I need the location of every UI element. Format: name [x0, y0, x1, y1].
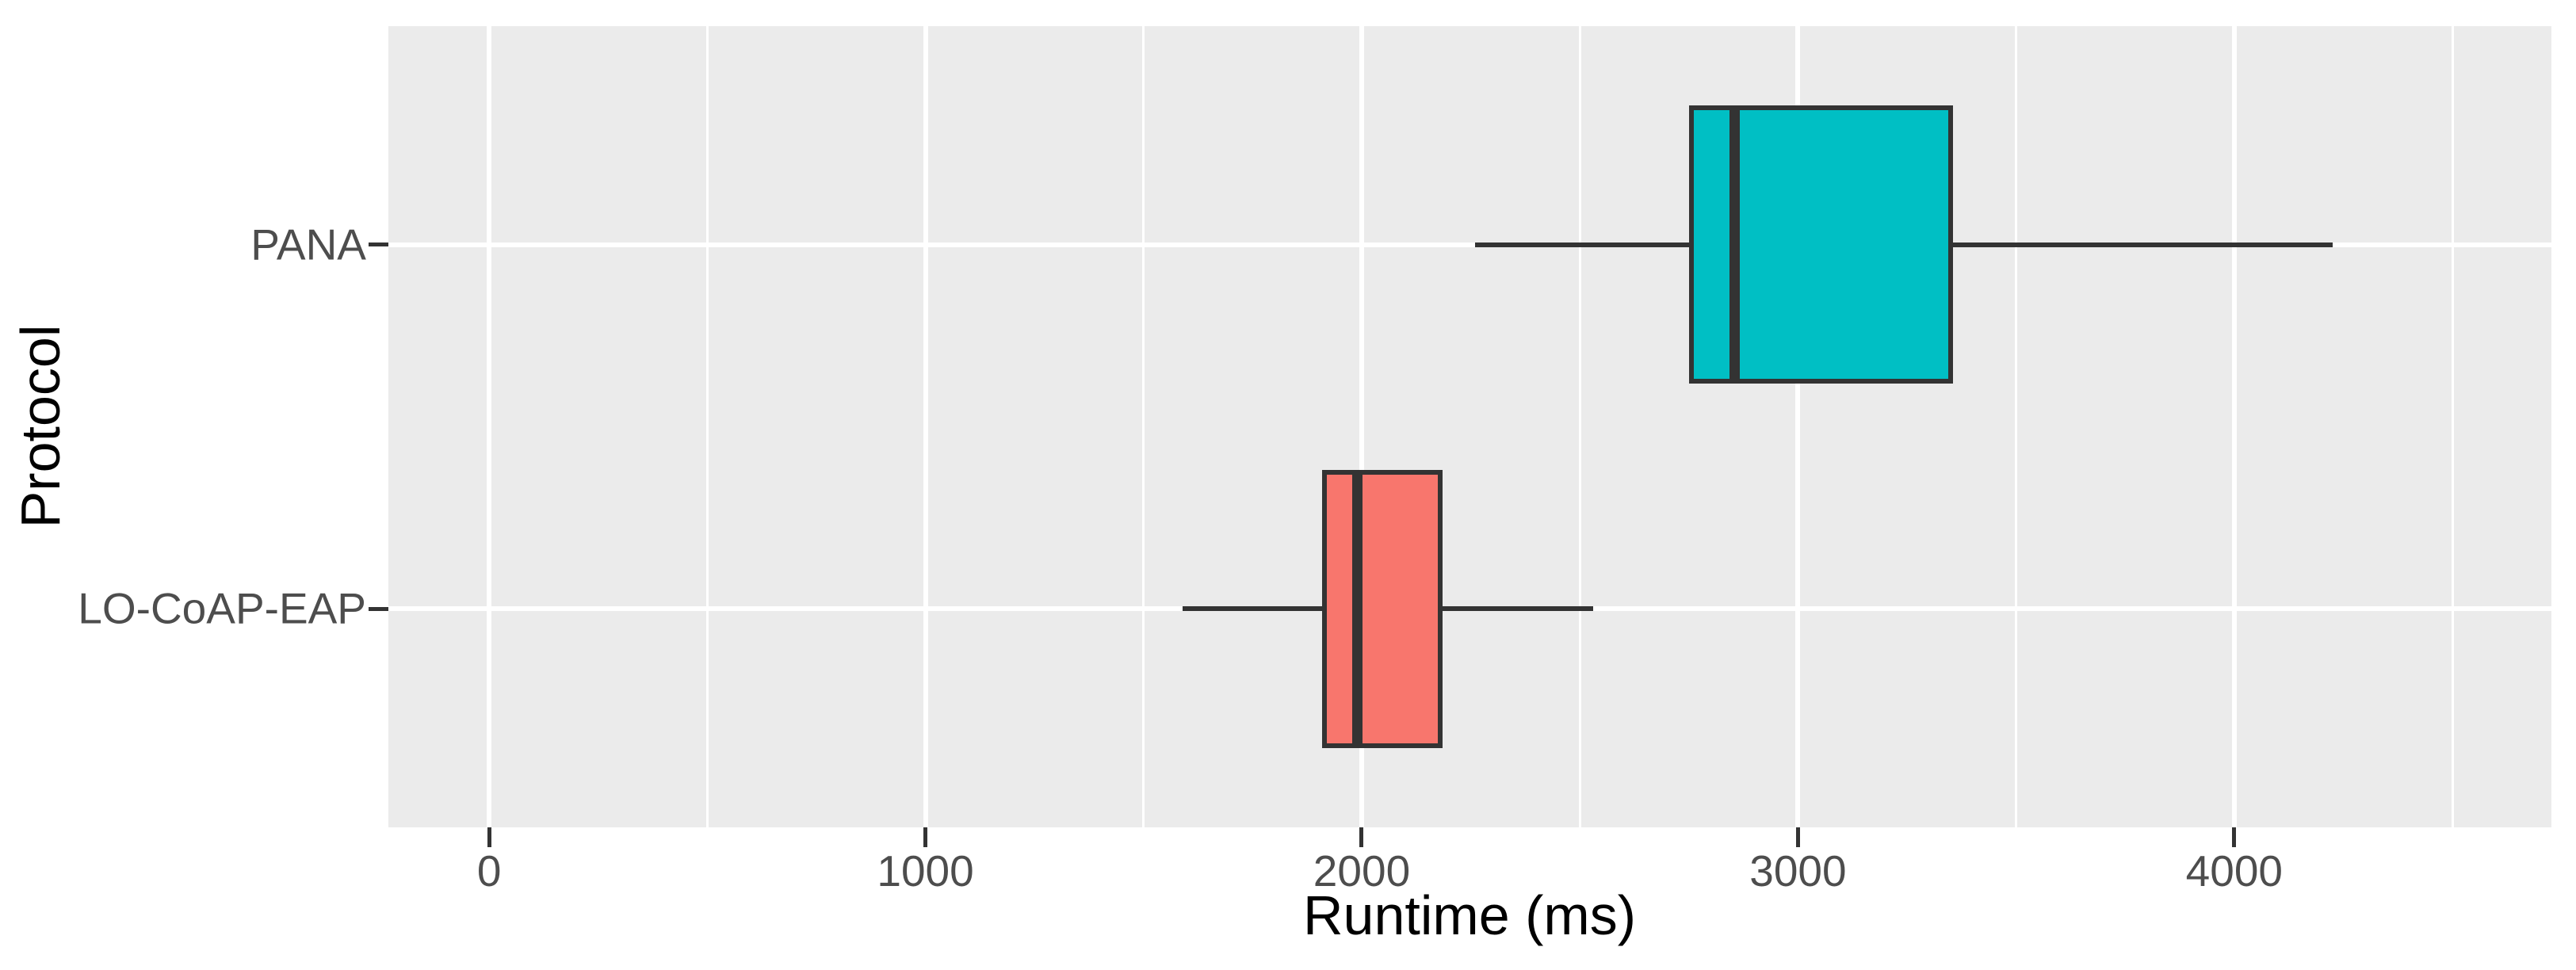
gridline-minor	[2015, 26, 2018, 827]
gridline-major	[923, 26, 928, 827]
gridline-minor	[705, 26, 709, 827]
x-tick-mark	[923, 827, 928, 847]
x-tick-label: 2000	[1313, 846, 1411, 896]
whisker-high-lo-coap-eap	[1440, 606, 1593, 612]
y-tick-mark	[369, 606, 388, 611]
y-tick-label-pana: PANA	[250, 220, 366, 269]
boxplot-box-lo-coap-eap	[1322, 469, 1443, 748]
x-tick-mark	[487, 827, 491, 847]
y-tick-mark	[369, 242, 388, 247]
x-tick-mark	[1359, 827, 1364, 847]
x-axis-title: Runtime (ms)	[1302, 884, 1637, 946]
y-axis-title: Protocol	[10, 324, 71, 529]
x-tick-label: 0	[476, 846, 502, 896]
x-tick-label: 4000	[2185, 846, 2284, 896]
whisker-low-pana	[1475, 242, 1691, 247]
boxplot-box-pana	[1688, 105, 1954, 384]
x-tick-label: 1000	[877, 846, 974, 896]
plot-panel	[388, 26, 2551, 827]
y-tick-label-lo-coap-eap: LO-CoAP-EAP	[78, 583, 366, 633]
gridline-major	[1795, 26, 1801, 827]
whisker-high-pana	[1951, 242, 2333, 247]
median-line-pana	[1729, 105, 1741, 384]
gridline-minor	[1578, 26, 1581, 827]
gridline-minor	[1142, 26, 1145, 827]
gridline-major	[487, 26, 492, 827]
median-line-lo-coap-eap	[1351, 469, 1363, 748]
x-tick-mark	[2232, 827, 2237, 847]
gridline-major	[2231, 26, 2237, 827]
gridline-major	[1359, 26, 1364, 827]
gridline-minor	[2451, 26, 2454, 827]
x-tick-mark	[1795, 827, 1800, 847]
x-tick-label: 3000	[1749, 846, 1847, 896]
whisker-low-lo-coap-eap	[1183, 606, 1325, 612]
gridline-category	[388, 242, 2551, 247]
